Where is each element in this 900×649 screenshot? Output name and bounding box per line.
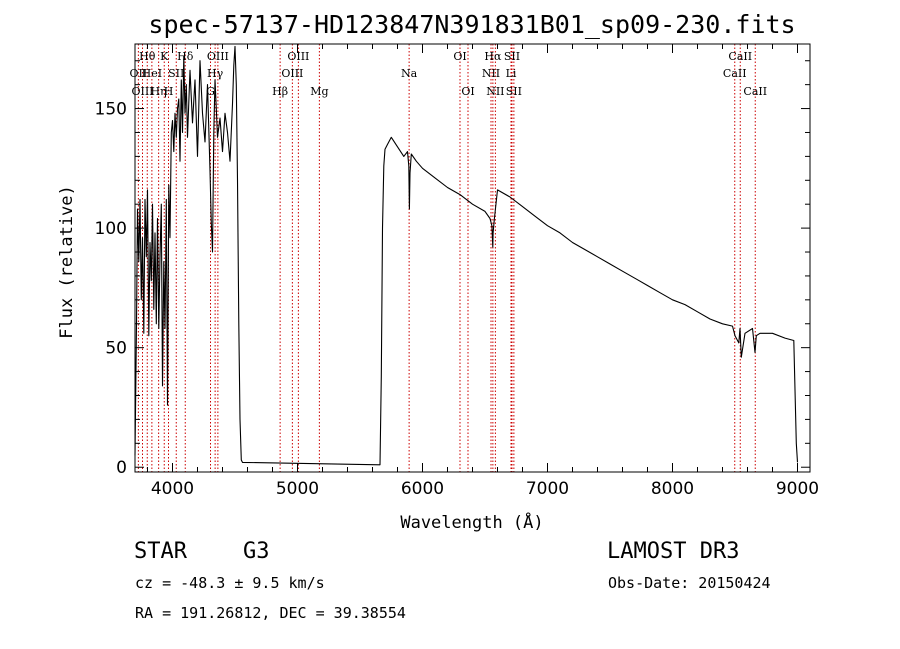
axis-ticks: 4000 5000 6000 7000 8000 9000 0 50 100 150	[95, 44, 819, 499]
spectrum-line	[134, 45, 799, 466]
line-label-25: CaII	[723, 67, 747, 80]
line-label-12: Hβ	[272, 85, 288, 98]
x-tick-label-7000: 7000	[526, 479, 569, 499]
line-label-22: SII	[504, 50, 520, 63]
x-tick-label-4000: 4000	[151, 479, 194, 499]
line-label-6: H	[164, 85, 174, 98]
line-label-24: SII	[506, 85, 522, 98]
y-tick-label-100: 100	[95, 219, 127, 239]
line-label-1: OIII	[131, 85, 153, 98]
y-tick-label-50: 50	[105, 339, 127, 359]
line-label-17: OI	[453, 50, 466, 63]
line-label-3: HeI	[142, 67, 162, 80]
line-label-21: NII	[486, 85, 504, 98]
line-label-18: OI	[461, 85, 474, 98]
line-label-26: CaII	[728, 50, 752, 63]
line-label-10: OIII	[207, 50, 229, 63]
x-axis-label: Wavelength (Å)	[400, 511, 543, 533]
redshift-text: cz = -48.3 ± 9.5 km/s	[135, 574, 325, 592]
line-label-13: OIII	[281, 67, 303, 80]
line-label-27: CaII	[743, 85, 767, 98]
line-label-15: Mg	[310, 85, 328, 98]
line-label-2: Hθ	[139, 50, 156, 63]
line-label-5: K	[160, 50, 169, 63]
line-label-19: NII	[482, 67, 500, 80]
line-markers	[137, 44, 756, 472]
y-tick-label-150: 150	[95, 100, 127, 120]
line-label-14: OIII	[287, 50, 309, 63]
object-class: STAR	[134, 539, 187, 564]
line-label-9: G	[206, 85, 215, 98]
y-axis-label: Flux (relative)	[57, 185, 77, 339]
line-label-23: Li	[506, 67, 517, 80]
line-label-7: SII	[168, 67, 184, 80]
y-tick-label-0: 0	[116, 458, 127, 478]
spectrum-chart: spec-57137-HD123847N391831B01_sp09-230.f…	[57, 10, 819, 533]
line-label-8: Hδ	[177, 50, 194, 63]
x-tick-label-8000: 8000	[651, 479, 694, 499]
chart-title: spec-57137-HD123847N391831B01_sp09-230.f…	[148, 10, 795, 39]
x-tick-label-6000: 6000	[401, 479, 444, 499]
line-label-20: Hα	[484, 50, 502, 63]
line-labels: OII OIII Hθ HeI Hη K H SII Hδ G OIII Hγ Hβ OIII OIII Mg…	[130, 50, 768, 98]
object-subclass: G3	[243, 539, 270, 564]
x-tick-label-9000: 9000	[776, 479, 819, 499]
line-label-16: Na	[401, 67, 418, 80]
coordinates: RA = 191.26812, DEC = 39.38554	[135, 604, 406, 622]
obs-date: Obs-Date: 20150424	[608, 574, 771, 592]
line-label-11: Hγ	[207, 67, 224, 80]
line-label-0: OII	[130, 67, 148, 80]
line-label-4: Hη	[151, 85, 167, 98]
x-tick-label-5000: 5000	[276, 479, 319, 499]
survey-name: LAMOST DR3	[607, 539, 740, 564]
